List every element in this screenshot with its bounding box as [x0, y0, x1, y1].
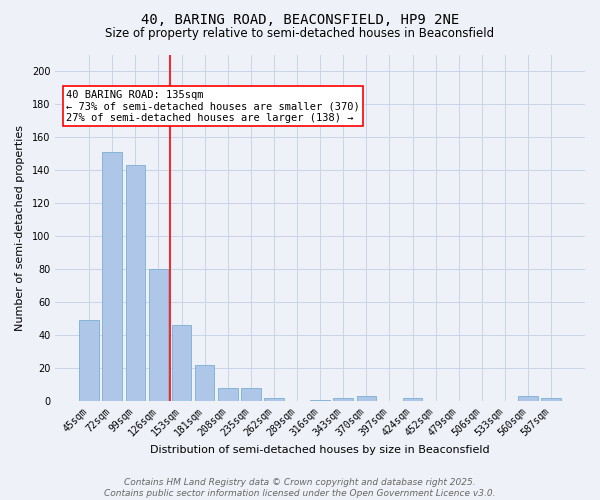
Y-axis label: Number of semi-detached properties: Number of semi-detached properties [15, 125, 25, 331]
Bar [310, 400, 330, 401]
Bar [334, 398, 353, 401]
X-axis label: Distribution of semi-detached houses by size in Beaconsfield: Distribution of semi-detached houses by … [151, 445, 490, 455]
Bar [103, 152, 122, 401]
Bar [218, 388, 238, 401]
Text: 40, BARING ROAD, BEACONSFIELD, HP9 2NE: 40, BARING ROAD, BEACONSFIELD, HP9 2NE [141, 12, 459, 26]
Bar [403, 398, 422, 401]
Text: 40 BARING ROAD: 135sqm
← 73% of semi-detached houses are smaller (370)
27% of se: 40 BARING ROAD: 135sqm ← 73% of semi-det… [66, 90, 359, 123]
Bar [125, 166, 145, 401]
Bar [356, 396, 376, 401]
Text: Contains HM Land Registry data © Crown copyright and database right 2025.
Contai: Contains HM Land Registry data © Crown c… [104, 478, 496, 498]
Bar [195, 365, 214, 401]
Bar [149, 270, 169, 401]
Bar [264, 398, 284, 401]
Text: Size of property relative to semi-detached houses in Beaconsfield: Size of property relative to semi-detach… [106, 28, 494, 40]
Bar [79, 320, 99, 401]
Bar [241, 388, 260, 401]
Bar [541, 398, 561, 401]
Bar [172, 326, 191, 401]
Bar [518, 396, 538, 401]
